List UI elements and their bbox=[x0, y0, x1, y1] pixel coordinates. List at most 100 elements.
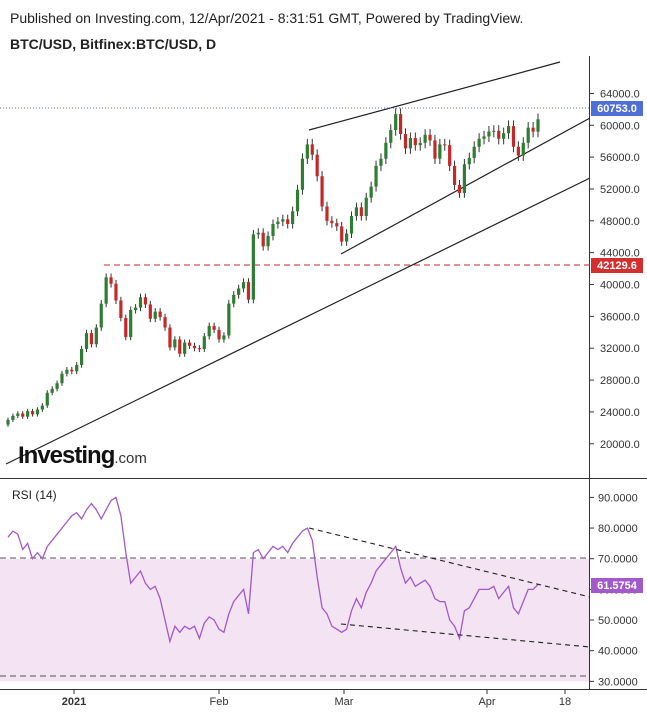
candle-body bbox=[84, 333, 89, 350]
candle bbox=[55, 380, 59, 392]
candle-body bbox=[187, 342, 192, 346]
candle-body bbox=[462, 164, 466, 193]
candle bbox=[354, 202, 359, 221]
candle-body bbox=[30, 411, 35, 415]
candle bbox=[163, 313, 167, 331]
candle-body bbox=[482, 136, 486, 139]
candle bbox=[16, 411, 20, 419]
candle-body bbox=[143, 297, 148, 305]
candle-body bbox=[26, 411, 30, 417]
candle bbox=[241, 278, 246, 293]
candle bbox=[227, 300, 231, 339]
candle bbox=[65, 366, 69, 377]
symbol-title: BTC/USD, Bitfinex:BTC/USD, D bbox=[10, 36, 217, 52]
candle bbox=[452, 160, 457, 191]
candle bbox=[70, 366, 74, 375]
rsi-line bbox=[7, 496, 539, 644]
candle-body bbox=[89, 333, 94, 345]
time-axis: 2021 Feb Mar Apr 18 bbox=[62, 690, 571, 708]
candle-body bbox=[394, 114, 398, 131]
candle-body bbox=[487, 131, 491, 137]
candle-body bbox=[60, 373, 64, 384]
price-tick-label: 32000.0 bbox=[600, 343, 640, 355]
rsi-tick-label: 30.0000 bbox=[598, 676, 638, 688]
candle bbox=[443, 138, 447, 151]
level-tag-bg bbox=[591, 258, 643, 273]
candle-body bbox=[408, 138, 413, 149]
candle-body bbox=[325, 206, 329, 221]
candle-body bbox=[153, 311, 157, 319]
candle bbox=[482, 130, 486, 145]
candle-body bbox=[310, 144, 314, 155]
candle bbox=[526, 121, 530, 149]
price-tick-label: 36000.0 bbox=[600, 311, 640, 323]
candle-body bbox=[207, 325, 211, 337]
candle-body bbox=[266, 235, 270, 247]
candle-body bbox=[438, 144, 442, 159]
candle-body bbox=[192, 345, 197, 349]
candle bbox=[6, 417, 10, 427]
time-tick-label: Feb bbox=[210, 696, 229, 708]
last-price-tag: 60753.0 bbox=[597, 103, 637, 115]
price-tick-label: 56000.0 bbox=[600, 152, 640, 164]
candle bbox=[359, 202, 363, 221]
candle-body bbox=[448, 145, 452, 166]
candle bbox=[335, 218, 339, 231]
time-tick-label: Mar bbox=[335, 696, 354, 708]
rsi-tick-label: 80.0000 bbox=[598, 523, 638, 535]
candle-body bbox=[320, 176, 324, 207]
candle bbox=[531, 121, 535, 138]
candle bbox=[364, 192, 368, 221]
candle bbox=[80, 345, 84, 368]
candle bbox=[408, 132, 413, 154]
candle-body bbox=[389, 130, 393, 143]
candle bbox=[403, 128, 408, 154]
candle bbox=[310, 138, 314, 161]
candle bbox=[158, 308, 162, 321]
level-tag: 42129.6 bbox=[597, 260, 637, 272]
candle-body bbox=[261, 232, 265, 247]
candle bbox=[187, 339, 192, 349]
candle bbox=[30, 408, 35, 417]
price-tick-label: 44000.0 bbox=[600, 248, 640, 260]
candle bbox=[394, 108, 398, 136]
candle-body bbox=[40, 405, 44, 410]
candle-body bbox=[374, 165, 378, 187]
candle bbox=[124, 314, 128, 341]
candle-body bbox=[138, 297, 143, 308]
investing-logo-suffix: .com bbox=[114, 450, 147, 467]
candle bbox=[340, 221, 344, 246]
candle bbox=[477, 133, 481, 153]
candle bbox=[45, 390, 49, 408]
price-tick-label: 48000.0 bbox=[600, 216, 640, 228]
candle bbox=[325, 201, 329, 226]
candle bbox=[516, 141, 520, 161]
candle bbox=[217, 326, 221, 343]
candle-body bbox=[403, 134, 408, 149]
candle bbox=[197, 345, 201, 353]
candle-body bbox=[94, 327, 98, 345]
candle-body bbox=[511, 126, 516, 147]
candle bbox=[148, 300, 152, 323]
candle-body bbox=[21, 413, 25, 417]
candle-body bbox=[477, 138, 481, 147]
candle-body bbox=[295, 189, 300, 212]
candle-body bbox=[6, 419, 10, 425]
rsi-lower-trendline bbox=[340, 623, 591, 648]
candle-body bbox=[222, 335, 226, 340]
price-tick-label: 60000.0 bbox=[600, 120, 640, 132]
candle bbox=[109, 273, 113, 288]
candle-body bbox=[251, 234, 255, 300]
candle-body bbox=[70, 369, 74, 372]
candle-body bbox=[227, 303, 231, 336]
rsi-tick-label: 40.0000 bbox=[598, 646, 638, 658]
candle bbox=[202, 333, 206, 353]
candle-body bbox=[384, 142, 388, 159]
candle-body bbox=[237, 288, 241, 295]
candle-body bbox=[305, 144, 309, 159]
candle bbox=[448, 139, 452, 172]
candle-body bbox=[119, 300, 123, 318]
candle-body bbox=[521, 142, 525, 156]
candle-body bbox=[531, 127, 535, 132]
